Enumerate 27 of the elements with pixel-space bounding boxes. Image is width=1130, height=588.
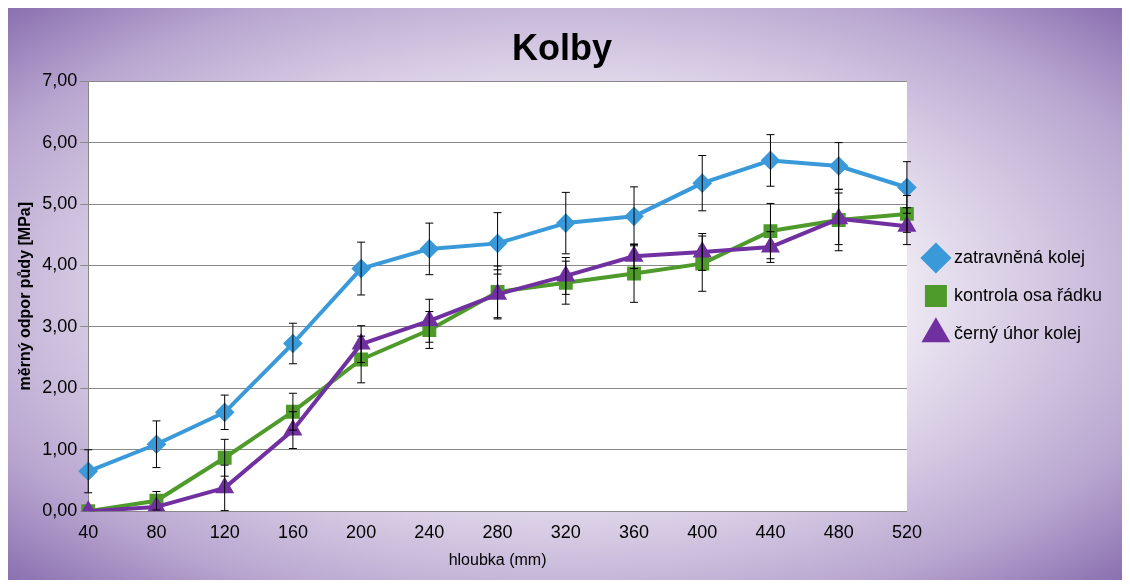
y-tick-label: 6,00 [42,131,78,152]
legend-label: kontrola osa řádku [953,284,1103,305]
x-tick-label: 120 [209,521,240,542]
x-tick-label: 240 [414,521,445,542]
legend-label: zatravněná kolej [953,246,1086,267]
y-tick-label: 2,00 [42,377,78,398]
x-tick-label: 320 [550,521,581,542]
x-tick-label: 280 [482,521,513,542]
y-tick-label: 4,00 [42,254,78,275]
y-axis-title: měrný odpor půdy [MPa] [16,201,34,391]
x-tick-label: 400 [687,521,718,542]
y-tick-label: 7,00 [42,70,78,91]
x-tick-label: 480 [823,521,854,542]
x-tick-label: 40 [78,521,99,542]
x-tick-label: 360 [619,521,650,542]
y-tick-label: 1,00 [42,438,78,459]
x-tick-label: 80 [146,521,167,542]
chart-title: Kolby [511,26,613,68]
y-tick-label: 3,00 [42,315,78,336]
x-axis-title: hloubka (mm) [448,550,547,568]
y-tick-label: 0,00 [42,500,78,521]
y-tick-label: 5,00 [42,193,78,214]
x-tick-label: 160 [277,521,308,542]
x-tick-label: 440 [755,521,786,542]
x-tick-label: 200 [346,521,377,542]
x-tick-label: 520 [891,521,922,542]
legend-label: černý úhor kolej [953,322,1081,343]
